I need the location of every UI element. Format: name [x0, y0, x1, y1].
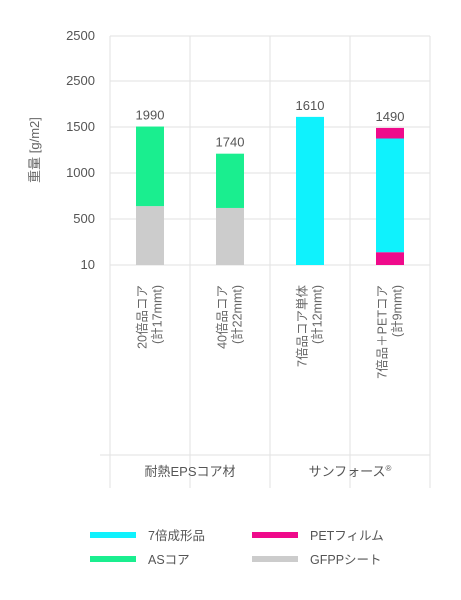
y-tick-label: 10 — [81, 257, 95, 272]
y-tick-label: 1000 — [66, 165, 95, 180]
legend-item-gfpp-sheet: GFPPシート — [252, 549, 382, 568]
y-tick-label: 2500 — [66, 73, 95, 88]
category-label: (計9mmt) — [390, 285, 405, 337]
data-label: 1490 — [376, 109, 405, 124]
legend-swatch — [90, 555, 136, 562]
category-label: 7倍品＋PETコア — [375, 285, 390, 379]
legend-swatch — [252, 531, 298, 538]
bar-segment — [136, 206, 164, 265]
legend-item-7x-molded: 7倍成形品 — [90, 525, 205, 544]
group-label: 耐熱EPSコア材 — [144, 464, 235, 479]
group-label: サンフォース® — [309, 464, 392, 479]
category-label: 20倍品コア — [135, 285, 150, 349]
legend-swatch — [90, 531, 136, 538]
bar-segment — [376, 252, 404, 265]
legend-item-pet-film: PETフィルム — [252, 525, 384, 544]
bar-segment — [216, 207, 244, 265]
bar-segment — [376, 127, 404, 139]
data-label: 1990 — [136, 108, 165, 123]
category-label: 40倍品コア — [215, 285, 230, 349]
category-label: 7倍品コア単体 — [295, 285, 310, 367]
bar-segment — [216, 153, 244, 208]
y-tick-label: 1500 — [66, 119, 95, 134]
y-tick-label: 500 — [73, 211, 95, 226]
legend-label: GFPPシート — [310, 553, 382, 567]
legend-item-as-core: ASコア — [90, 549, 190, 568]
y-tick-label: 2500 — [66, 28, 95, 43]
data-label: 1740 — [216, 135, 245, 150]
data-label: 1610 — [296, 98, 325, 113]
bar-segment — [296, 116, 324, 265]
bar-segment — [136, 126, 164, 207]
legend-label: PETフィルム — [310, 529, 384, 543]
y-axis-label: 重量 [g/m2] — [27, 117, 42, 183]
legend-swatch — [252, 555, 298, 562]
bar-segment — [376, 138, 404, 253]
category-label: (計17mmt) — [150, 285, 165, 344]
legend-label: ASコア — [148, 553, 190, 567]
category-label: (計22mmt) — [230, 285, 245, 344]
legend-label: 7倍成形品 — [148, 529, 205, 543]
category-label: (計12mmt) — [310, 285, 325, 344]
